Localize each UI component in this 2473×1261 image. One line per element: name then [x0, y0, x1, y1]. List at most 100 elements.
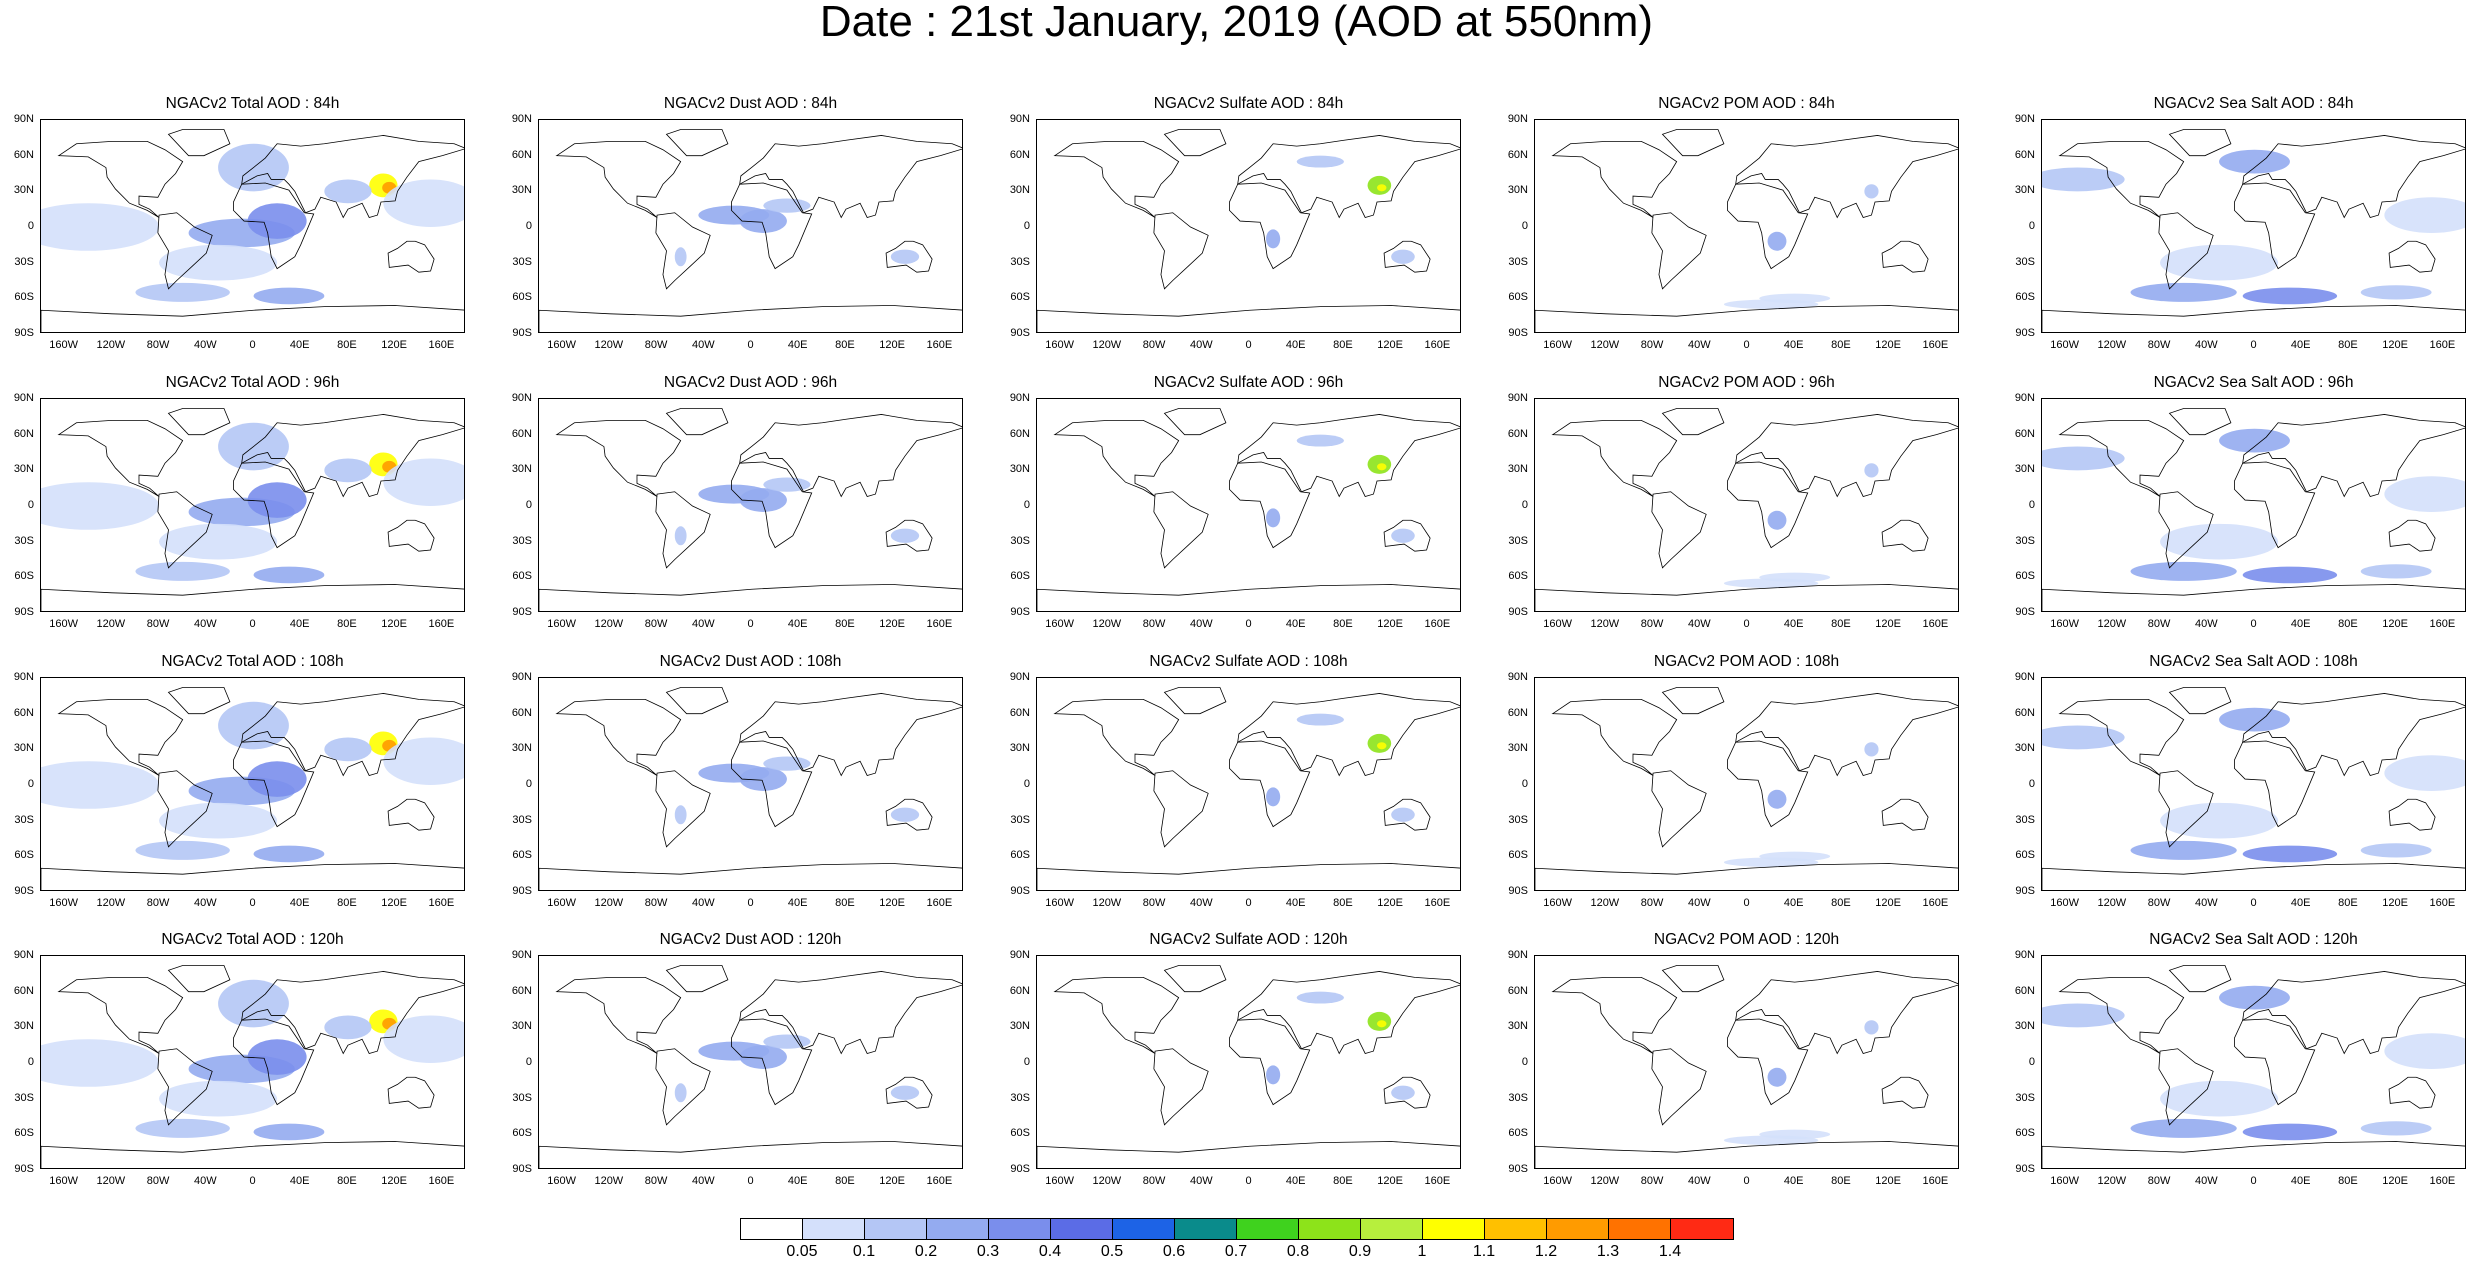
- world-map: [40, 955, 465, 1169]
- lat-tick-label: 30S: [2015, 255, 2035, 268]
- lon-tick-label: 160E: [1424, 897, 1451, 909]
- coastline: [41, 1141, 464, 1168]
- coastline: [2388, 1076, 2436, 1109]
- colorbar: [740, 1218, 1734, 1240]
- lon-tick-label: 40E: [1285, 339, 1306, 351]
- aerosol-patch: [247, 203, 307, 239]
- coastline: [2158, 770, 2214, 848]
- aerosol-patch: [1377, 463, 1387, 471]
- world-map: [40, 119, 465, 333]
- lat-tick-label: 30N: [13, 1020, 34, 1033]
- aerosol-patch: [1266, 229, 1281, 249]
- lon-tick-label: 160W: [547, 618, 576, 630]
- lat-tick-label: 90S: [1508, 327, 1528, 339]
- lat-tick-label: 30N: [2014, 184, 2035, 197]
- coastline: [167, 965, 231, 993]
- coastline: [241, 693, 464, 777]
- lon-tick-label: 160W: [2050, 897, 2079, 909]
- lon-tick-label: 40E: [1285, 1175, 1306, 1187]
- lon-tick-label: 120E: [1875, 897, 1901, 909]
- lon-tick-label: 120E: [381, 897, 407, 909]
- panel-title: NGACv2 Dust AOD : 120h: [659, 931, 842, 948]
- aerosol-patch: [253, 287, 325, 305]
- lon-tick-label: 120W: [1092, 339, 1122, 351]
- coastline: [157, 212, 213, 290]
- lat-tick-label: 30N: [1009, 463, 1030, 476]
- coastline: [1661, 408, 1725, 436]
- lat-tick-label: 0: [2028, 220, 2035, 232]
- lat-tick-label: 0: [1521, 1056, 1528, 1068]
- lat-tick-label: 60S: [14, 1127, 34, 1140]
- world-map: [538, 677, 963, 891]
- lon-tick-label: 160W: [49, 339, 78, 351]
- lon-tick-label: 80W: [146, 897, 170, 909]
- coastline: [555, 419, 682, 497]
- lat-tick-label: 30N: [1009, 184, 1030, 197]
- lon-tick-label: 40E: [1783, 1175, 1804, 1187]
- lat-tick-label: 90N: [511, 392, 532, 404]
- coastline: [1237, 414, 1460, 498]
- aerosol-patch: [1377, 742, 1387, 750]
- lon-tick-label: 120E: [2382, 897, 2408, 909]
- aerosol-patch: [2130, 561, 2237, 581]
- lat-tick-label: 90N: [1009, 949, 1030, 961]
- lon-tick-label: 40W: [2194, 339, 2218, 351]
- lat-tick-label: 90N: [13, 949, 34, 961]
- lon-tick-label: 80E: [2338, 1175, 2358, 1187]
- lat-tick-label: 30S: [14, 255, 34, 268]
- coastline: [655, 491, 711, 569]
- lat-tick-label: 30S: [2015, 534, 2035, 547]
- lat-tick-label: 90S: [1010, 885, 1030, 897]
- coastline: [2042, 305, 2465, 332]
- lat-tick-label: 90S: [1010, 327, 1030, 339]
- lat-tick-label: 60N: [511, 706, 532, 719]
- lon-tick-label: 80E: [1831, 339, 1851, 351]
- lon-tick-label: 40E: [787, 339, 808, 351]
- lat-tick-label: 0: [1521, 220, 1528, 232]
- coastline: [1229, 1018, 1311, 1106]
- coastline: [1727, 182, 1809, 270]
- lon-tick-label: 160E: [926, 897, 953, 909]
- aerosol-patch: [41, 1039, 160, 1087]
- lon-tick-label: 0: [747, 897, 754, 909]
- panel-title: NGACv2 Dust AOD : 108h: [659, 653, 842, 670]
- aerosol-patch: [1266, 508, 1281, 528]
- world-map: [2041, 398, 2466, 612]
- panel-title: NGACv2 Sulfate AOD : 84h: [1153, 95, 1344, 112]
- aerosol-patch: [41, 482, 160, 530]
- lon-tick-label: 160W: [49, 897, 78, 909]
- panel-title: NGACv2 Sea Salt AOD : 96h: [2153, 374, 2354, 391]
- lat-tick-label: 60N: [1507, 427, 1528, 440]
- coastline: [241, 135, 464, 219]
- lon-tick-label: 160W: [1045, 339, 1074, 351]
- lat-tick-label: 30N: [1507, 463, 1528, 476]
- coastline: [2158, 491, 2214, 569]
- coastline: [2168, 408, 2232, 436]
- lon-tick-label: 40W: [1189, 897, 1213, 909]
- colorbar-label: 0.2: [914, 1243, 938, 1260]
- lat-tick-label: 60N: [2014, 148, 2035, 161]
- coastline: [1881, 1076, 1929, 1109]
- lon-tick-label: 0: [1743, 618, 1750, 630]
- lat-tick-label: 30S: [1010, 813, 1030, 826]
- lon-tick-label: 80W: [644, 897, 668, 909]
- aerosol-patch: [253, 845, 325, 863]
- coastline: [2042, 584, 2465, 611]
- coastline: [1735, 971, 1958, 1055]
- coastline: [1237, 693, 1460, 777]
- lat-tick-label: 30N: [1009, 742, 1030, 755]
- lat-tick-label: 30S: [512, 813, 532, 826]
- panel-title: NGACv2 Sea Salt AOD : 108h: [2149, 653, 2358, 670]
- lat-tick-label: 90N: [1507, 113, 1528, 125]
- coastline: [1551, 698, 1678, 776]
- coastline: [1163, 965, 1227, 993]
- lat-tick-label: 60N: [2014, 984, 2035, 997]
- aerosol-patch: [2242, 566, 2338, 584]
- aerosol-patch: [253, 1123, 325, 1141]
- coastline: [1383, 798, 1431, 831]
- aerosol-patch: [2242, 1123, 2338, 1141]
- lat-tick-label: 90S: [1508, 885, 1528, 897]
- panel-title: NGACv2 POM AOD : 84h: [1658, 95, 1835, 112]
- lat-tick-label: 90S: [1010, 1163, 1030, 1175]
